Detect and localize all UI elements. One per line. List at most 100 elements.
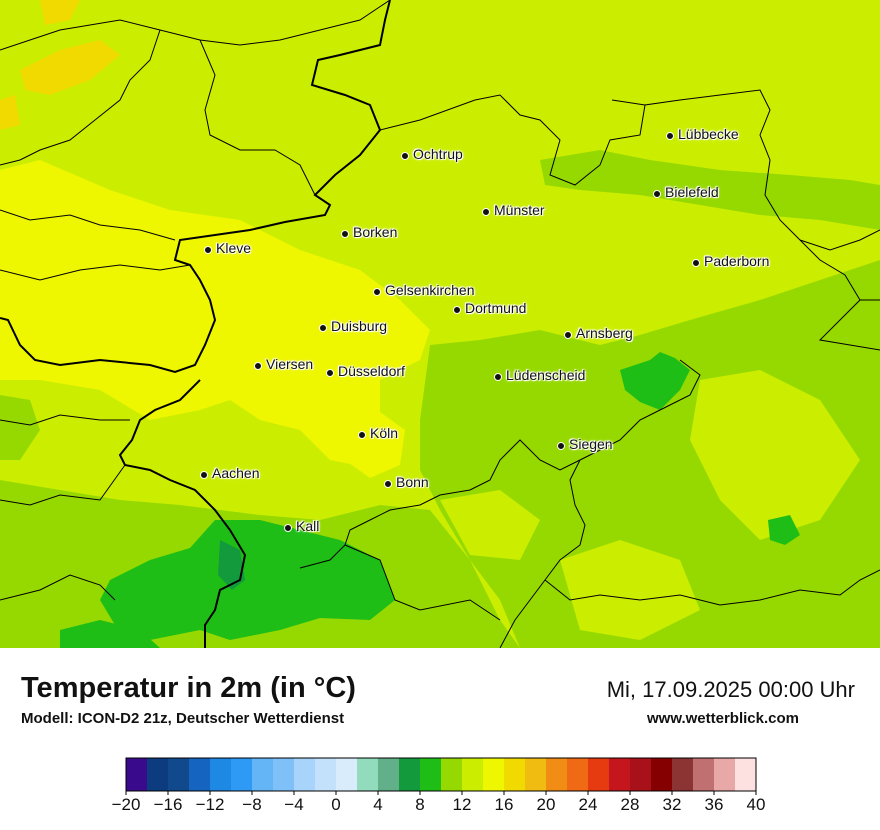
- map-canvas: [0, 0, 880, 648]
- color-scale-segment: [714, 758, 736, 791]
- color-scale-tick-label: 28: [620, 795, 640, 814]
- city-marker: [341, 230, 349, 238]
- color-scale-tick-label: −4: [284, 795, 304, 814]
- city-marker: [319, 324, 327, 332]
- color-scale-segment: [735, 758, 757, 791]
- color-scale-tick-label: −8: [242, 795, 262, 814]
- color-scale-segment: [609, 758, 631, 791]
- city-marker: [373, 288, 381, 296]
- city-label: Duisburg: [331, 318, 388, 334]
- valid-time: Mi, 17.09.2025 00:00 Uhr: [606, 677, 855, 702]
- city-marker: [384, 480, 392, 488]
- warm-zone-west: [0, 160, 430, 470]
- color-scale-tick-label: 32: [662, 795, 682, 814]
- city-label: Arnsberg: [576, 325, 633, 341]
- color-scale-segment: [441, 758, 463, 791]
- city-marker: [453, 306, 461, 314]
- cold-zone-eifel-south: [60, 620, 160, 648]
- color-scale-segment: [525, 758, 547, 791]
- warm-spot-north-west: [20, 40, 120, 95]
- website-link[interactable]: www.wetterblick.com: [647, 710, 799, 727]
- color-scale-segment: [252, 758, 274, 791]
- color-scale-tick-label: −16: [153, 795, 183, 814]
- color-scale-segment: [567, 758, 589, 791]
- color-scale-segment: [630, 758, 652, 791]
- color-scale-segment: [231, 758, 253, 791]
- color-scale-segment: [357, 758, 379, 791]
- color-scale-segment: [483, 758, 505, 791]
- color-scale-segment: [294, 758, 316, 791]
- city-label: Borken: [353, 224, 398, 240]
- color-scale-tick-label: 16: [494, 795, 514, 814]
- city-marker: [692, 259, 700, 267]
- temperature-map: Lübbecke Ochtrup Bielefeld Münster Borken Kle…: [0, 0, 880, 648]
- color-scale-segment: [672, 758, 694, 791]
- city-marker: [284, 524, 292, 532]
- color-scale-tick-label: −20: [111, 795, 141, 814]
- admin-borders: [0, 0, 880, 648]
- city-label: Bielefeld: [665, 184, 719, 200]
- cold-spot-eifel-core: [218, 540, 245, 590]
- color-scale-segment: [189, 758, 211, 791]
- model-info: Modell: ICON-D2 21z, Deutscher Wetterdie…: [21, 710, 345, 727]
- city-label: Lüdenscheid: [506, 367, 586, 383]
- city-marker: [494, 373, 502, 381]
- color-scale-tick-label: 40: [746, 795, 766, 814]
- city-marker: [358, 431, 366, 439]
- city-label: Bonn: [396, 474, 429, 490]
- city-label: Paderborn: [704, 253, 770, 269]
- city-label: Gelsenkirchen: [385, 282, 475, 298]
- color-scale-tick-label: −12: [195, 795, 225, 814]
- color-scale-segment: [399, 758, 421, 791]
- city-marker: [666, 132, 674, 140]
- color-scale-segment: [273, 758, 295, 791]
- map-title: Temperatur in 2m (in °C): [21, 672, 356, 704]
- color-scale-segment: [126, 758, 148, 791]
- warm-spot-north-west-2: [40, 0, 80, 25]
- city-marker: [254, 362, 262, 370]
- city-label: Kall: [296, 518, 320, 534]
- city-label: Lübbecke: [678, 126, 739, 142]
- color-scale-segment: [336, 758, 358, 791]
- city-label: Münster: [494, 202, 545, 218]
- color-scale-bar: [125, 757, 757, 795]
- color-scale-segment: [147, 758, 169, 791]
- city-label: Ochtrup: [413, 146, 463, 162]
- color-scale-segment: [378, 758, 400, 791]
- mild-patch-east: [690, 370, 860, 540]
- city-label: Düsseldorf: [338, 363, 405, 379]
- color-scale-segment: [651, 758, 673, 791]
- mild-patch-south-center: [440, 490, 540, 560]
- color-scale-tick-label: 0: [331, 795, 341, 814]
- color-scale-segment: [168, 758, 190, 791]
- city-label: Kleve: [216, 240, 252, 256]
- color-scale-segment: [504, 758, 526, 791]
- color-scale-segment: [210, 758, 232, 791]
- city-marker: [557, 442, 565, 450]
- cold-spot-southeast: [768, 515, 800, 545]
- city-marker: [482, 208, 490, 216]
- color-scale-tick-label: 24: [578, 795, 598, 814]
- city-marker: [200, 471, 208, 479]
- city-label: Viersen: [266, 356, 314, 372]
- border-netherlands: [0, 0, 391, 374]
- city-marker: [401, 152, 409, 160]
- color-scale-tick-label: 4: [373, 795, 383, 814]
- color-scale-tick-label: 12: [452, 795, 472, 814]
- color-scale-segment: [315, 758, 337, 791]
- color-scale-frame: [125, 757, 757, 792]
- temperature-color-scale: [0, 750, 880, 830]
- mild-patch-southeast: [560, 540, 700, 640]
- color-scale-segment: [420, 758, 442, 791]
- warm-spot-left-edge: [0, 95, 20, 130]
- city-marker: [204, 246, 212, 254]
- city-label: Dortmund: [465, 300, 527, 316]
- color-scale-segment: [546, 758, 568, 791]
- border-belgium: [118, 379, 247, 648]
- city-label: Siegen: [569, 436, 613, 452]
- warm-zone-cologne: [340, 412, 405, 478]
- city-label: Köln: [370, 425, 399, 441]
- cool-zone-west-edge: [0, 395, 40, 460]
- color-scale-tick-label: 8: [415, 795, 425, 814]
- city-label: Aachen: [212, 465, 260, 481]
